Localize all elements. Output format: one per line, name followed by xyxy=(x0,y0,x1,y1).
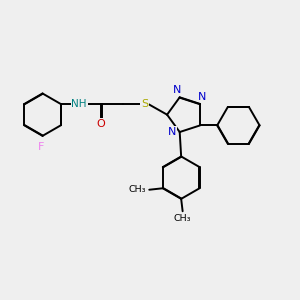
Text: O: O xyxy=(97,119,106,129)
Text: N: N xyxy=(168,127,176,137)
Text: S: S xyxy=(141,99,148,109)
Text: F: F xyxy=(38,142,44,152)
Text: N: N xyxy=(173,85,182,95)
Text: CH₃: CH₃ xyxy=(174,214,191,223)
Text: NH: NH xyxy=(71,99,87,109)
Text: N: N xyxy=(198,92,207,102)
Text: CH₃: CH₃ xyxy=(128,185,146,194)
